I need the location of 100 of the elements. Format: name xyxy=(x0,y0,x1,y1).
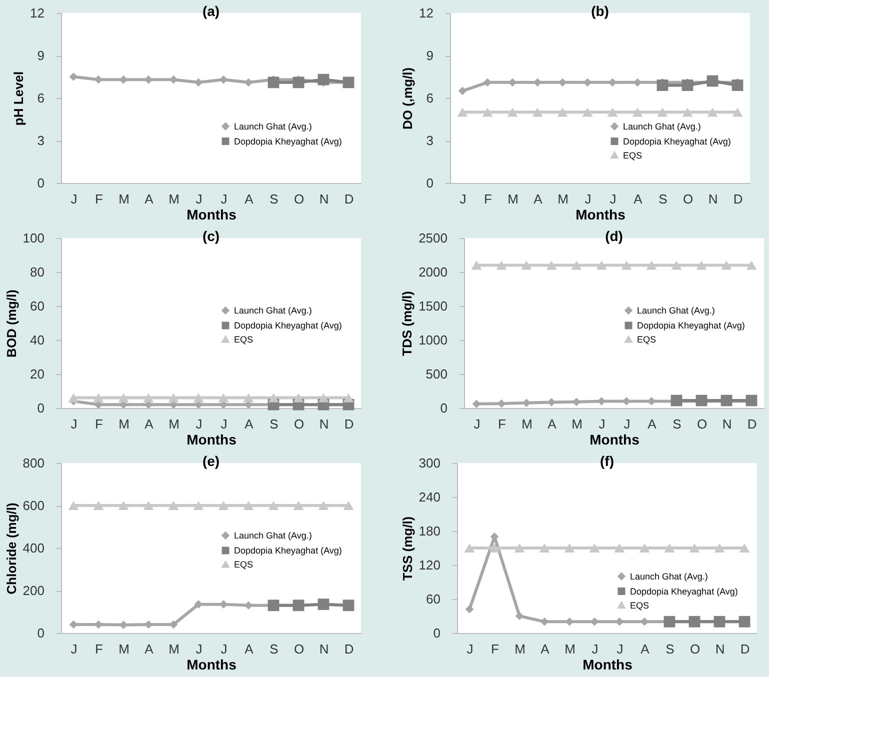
point xyxy=(714,543,725,553)
x-tick-label: F xyxy=(95,642,104,656)
x-tick-label: A xyxy=(244,642,254,656)
point xyxy=(670,394,682,406)
x-tick-label: F xyxy=(95,192,104,206)
point xyxy=(564,543,575,553)
x-tick-label: J xyxy=(474,416,480,432)
point xyxy=(268,393,279,402)
point xyxy=(93,393,104,402)
point xyxy=(682,108,693,117)
legend-label: Launch Ghat (Avg.) xyxy=(630,571,708,582)
x-tick-label: J xyxy=(610,192,616,206)
y-tick-label: 60 xyxy=(30,298,44,314)
x-tick-label: J xyxy=(70,642,78,656)
point xyxy=(689,543,700,553)
x-tick-label: O xyxy=(690,642,700,656)
x-tick-label: A xyxy=(540,642,550,656)
y-tick-label: 400 xyxy=(22,540,44,556)
x-tick-label: F xyxy=(498,416,506,432)
point xyxy=(557,108,568,117)
y-tick-label: 20 xyxy=(30,366,44,382)
point xyxy=(656,80,668,91)
x-tick-label: J xyxy=(196,192,202,206)
legend-label: Dopdopia Kheyaghat (Avg) xyxy=(623,136,731,146)
point xyxy=(118,500,129,510)
x-tick-label: J xyxy=(592,642,598,656)
point xyxy=(193,393,204,402)
point xyxy=(607,108,618,117)
point xyxy=(143,500,154,510)
x-tick-label: J xyxy=(598,416,606,432)
point xyxy=(143,393,154,402)
point xyxy=(571,260,582,270)
x-tick-label: M xyxy=(508,192,518,206)
legend-label: Launch Ghat (Avg.) xyxy=(234,530,312,540)
x-tick-label: A xyxy=(144,642,154,656)
point xyxy=(632,108,643,117)
x-tick-label: M xyxy=(514,642,526,656)
y-tick-label: 9 xyxy=(37,48,44,63)
point xyxy=(707,108,718,117)
x-tick-label: D xyxy=(740,642,750,656)
point xyxy=(515,612,524,620)
point xyxy=(68,393,79,402)
point xyxy=(732,108,743,117)
x-tick-label: A xyxy=(634,192,643,206)
x-axis-title: Months xyxy=(186,206,237,222)
point xyxy=(471,260,482,270)
chart-title: (e) xyxy=(202,453,220,469)
x-tick-label: N xyxy=(722,416,732,432)
y-axis-title: DO (,mg/l) xyxy=(400,67,416,130)
chart-title: (a) xyxy=(202,3,220,19)
x-tick-label: N xyxy=(319,416,329,432)
y-axis-title: TDS (mg/l) xyxy=(400,291,415,356)
point xyxy=(168,500,179,510)
x-tick-label: J xyxy=(196,642,202,656)
point xyxy=(457,108,468,117)
x-tick-label: S xyxy=(658,192,668,206)
point xyxy=(696,260,707,270)
y-tick-label: 9 xyxy=(426,48,434,63)
x-tick-label: A xyxy=(144,192,154,206)
x-tick-label: M xyxy=(118,416,130,432)
y-tick-label: 600 xyxy=(22,498,44,513)
y-tick-label: 300 xyxy=(418,456,440,470)
x-tick-label: A xyxy=(534,192,543,206)
point xyxy=(621,260,632,270)
y-tick-label: 200 xyxy=(22,583,44,598)
x-tick-label: J xyxy=(584,192,592,206)
y-tick-label: 500 xyxy=(426,366,448,382)
point xyxy=(746,260,757,270)
x-tick-label: S xyxy=(672,416,682,432)
x-tick-label: M xyxy=(118,642,130,656)
x-tick-label: A xyxy=(144,416,154,432)
legend-label: Dopdopia Kheyaghat (Avg) xyxy=(234,546,342,556)
x-tick-label: F xyxy=(95,416,104,432)
y-tick-label: 12 xyxy=(419,6,434,20)
x-tick-label: M xyxy=(558,192,568,206)
legend-label: Dopdopia Kheyaghat (Avg) xyxy=(234,320,342,330)
point xyxy=(318,393,329,402)
x-tick-label: J xyxy=(624,416,630,432)
point xyxy=(639,543,650,553)
point xyxy=(464,543,475,553)
x-tick-label: A xyxy=(648,416,657,432)
x-axis-title: Months xyxy=(590,432,640,448)
x-tick-label: N xyxy=(715,642,725,656)
x-tick-label: O xyxy=(682,192,694,206)
point xyxy=(118,393,129,402)
point xyxy=(496,260,507,270)
y-tick-label: 100 xyxy=(22,230,44,246)
point xyxy=(532,108,543,117)
point xyxy=(514,543,525,553)
point xyxy=(706,75,718,87)
legend-label: Launch Ghat (Avg.) xyxy=(623,121,701,132)
point xyxy=(664,543,675,553)
x-tick-label: M xyxy=(522,416,532,432)
point xyxy=(546,260,557,270)
x-tick-label: D xyxy=(747,416,757,432)
legend-label: Dopdopia Kheyaghat (Avg) xyxy=(637,320,745,330)
y-tick-label: 6 xyxy=(426,90,434,106)
point xyxy=(243,393,254,402)
x-tick-label: J xyxy=(70,416,78,432)
x-tick-label: D xyxy=(344,416,354,432)
